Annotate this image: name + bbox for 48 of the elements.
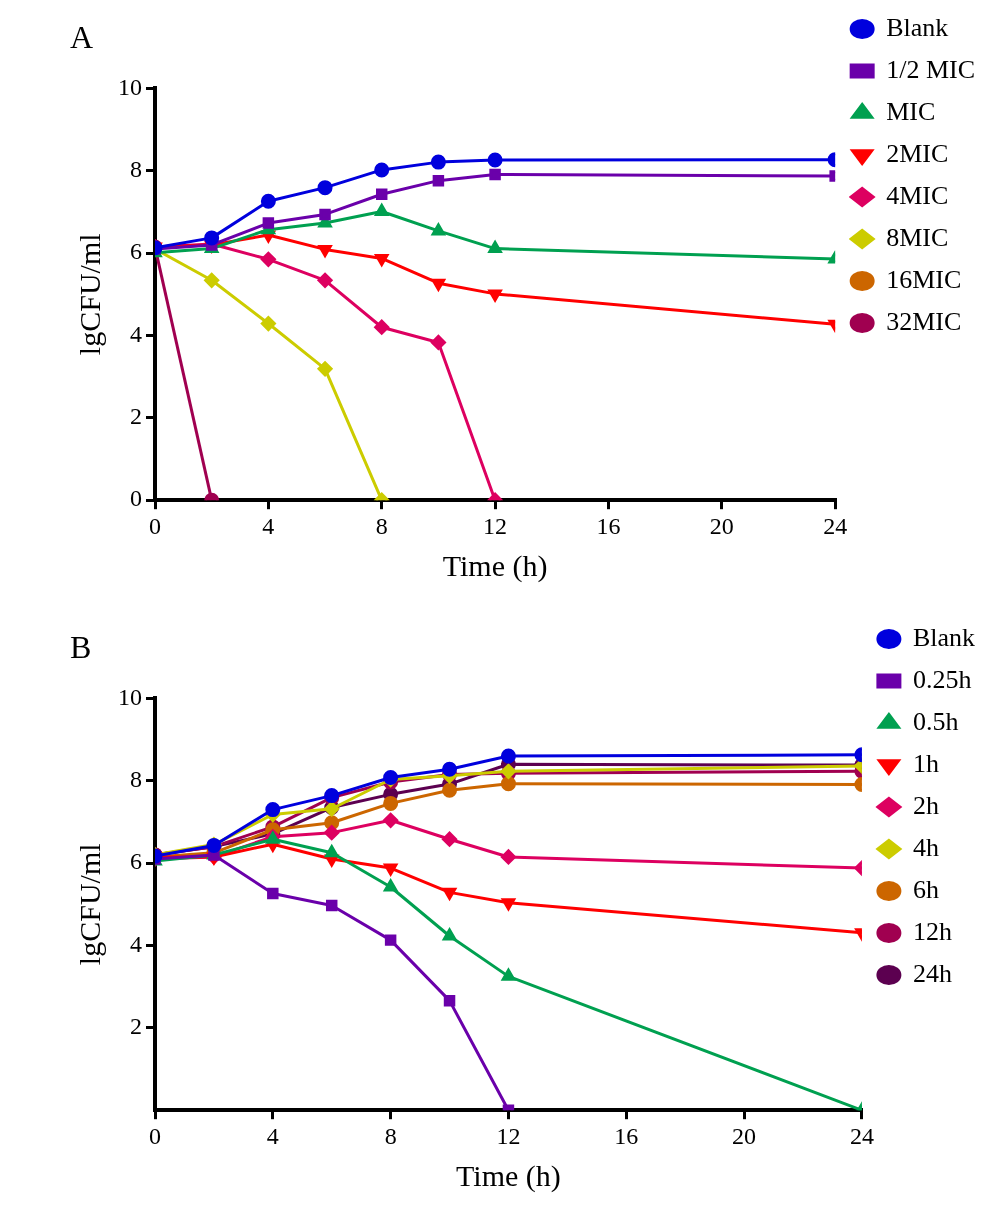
y-tick-label: 2 [130,1013,142,1040]
legend-label: 24h [912,958,952,988]
legend-label: 1h [912,748,939,778]
legend-label: 2h [912,790,939,820]
y-tick-label: 4 [130,930,142,957]
x-tick-label: 16 [596,512,621,539]
legend-label: 0.25h [912,664,972,694]
x-tick-label: 24 [823,512,848,539]
legend-label: 12h [912,916,952,946]
x-tick-label: 20 [709,512,734,539]
y-axis-title: lgCFU/ml [72,843,106,966]
x-axis-title: Time (h) [442,548,548,583]
legend-label: 4h [912,832,939,862]
x-tick-label: 8 [375,512,388,539]
y-tick-label: 6 [130,848,142,875]
x-tick-label: 0 [149,512,161,539]
chart-title: B [70,628,92,665]
y-tick-label: 8 [130,156,142,183]
x-tick-label: 12 [483,512,508,539]
legend-label: Blank [886,12,949,42]
y-tick-label: 6 [130,238,142,265]
chart-title: A [70,18,94,55]
x-tick-label: 24 [849,1122,874,1149]
legend-label: 6h [912,874,939,904]
x-tick-label: 4 [262,512,275,539]
x-axis-title: Time (h) [456,1158,561,1193]
x-tick-label: 16 [614,1122,639,1149]
y-tick-label: 10 [118,683,142,710]
legend-label: 1/2 MIC [886,54,975,84]
x-tick-label: 20 [732,1122,757,1149]
y-tick-label: 10 [118,73,142,100]
y-tick-label: 4 [130,320,142,347]
y-tick-label: 8 [130,766,142,793]
legend-label: 16MIC [886,264,962,294]
legend-label: 32MIC [886,306,962,336]
legend-label: 8MIC [886,222,949,252]
y-tick-label: 2 [130,403,142,430]
y-axis-title: lgCFU/ml [72,233,106,356]
legend-label: 0.5h [912,706,959,736]
x-tick-label: 8 [384,1122,397,1149]
x-tick-label: 4 [266,1122,279,1149]
y-tick-label: 0 [130,485,142,512]
legend-label: Blank [912,622,975,652]
x-tick-label: 12 [496,1122,521,1149]
legend-label: MIC [886,96,936,126]
legend-label: 4MIC [886,180,949,210]
x-tick-label: 0 [149,1122,161,1149]
legend-label: 2MIC [886,138,949,168]
